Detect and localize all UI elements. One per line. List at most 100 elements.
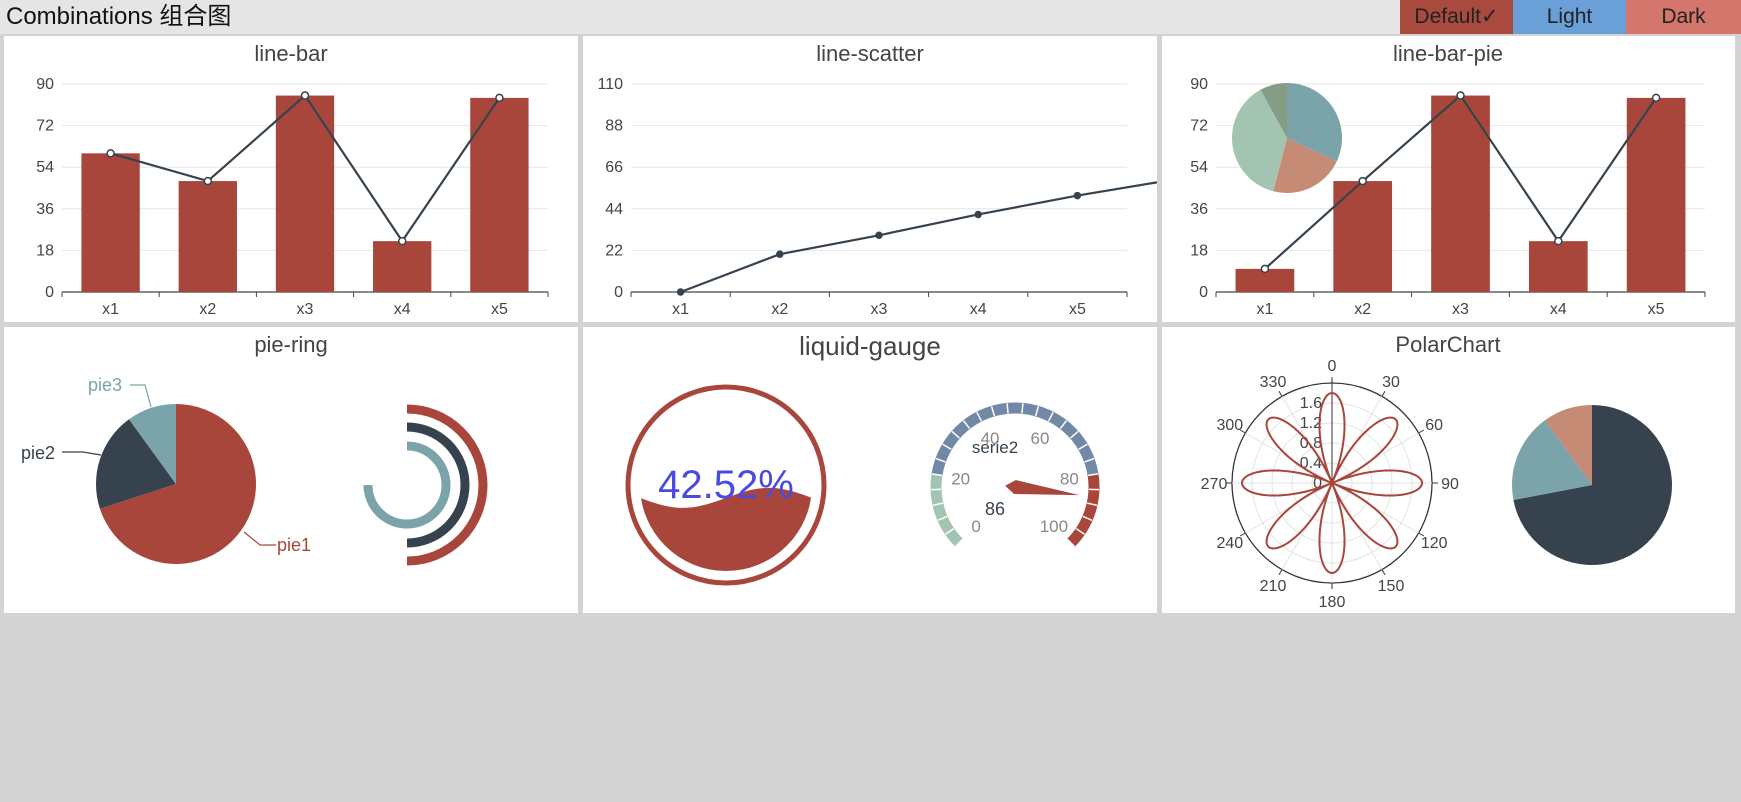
gauge-tick: [951, 430, 960, 439]
leader-line: [62, 451, 102, 456]
polar-angle-label: 0: [1328, 358, 1337, 375]
bar: [1333, 181, 1393, 292]
line-point: [1651, 93, 1661, 103]
y-tick-label: 36: [1190, 201, 1208, 218]
line-scatter-panel: line-scatter 0 22 44 66 88 110 x1 x2 x3 x4 x5: [583, 36, 1157, 322]
pie-ring-title: pie-ring: [254, 332, 327, 357]
x-tick-label: x3: [297, 301, 314, 318]
pie-ring-panel: pie-ring pie1 pie2 pie3: [4, 327, 578, 613]
y-tick-label: 90: [1190, 76, 1208, 93]
y-tick-label: 54: [36, 159, 54, 176]
gauge-tick: [1006, 403, 1009, 414]
polar-angle-label: 120: [1421, 535, 1448, 552]
ring-arc: [406, 422, 470, 548]
polar-angle-label: 210: [1260, 578, 1287, 595]
x-tick-label: x3: [871, 301, 888, 318]
y-tick-label: 72: [1190, 118, 1208, 135]
slice-label-pie2: pie2: [21, 443, 55, 463]
y-tick-label: 66: [605, 159, 623, 176]
gauge-tick: [1047, 411, 1054, 422]
bar: [178, 181, 237, 292]
liquid-gauge-panel: liquid-gauge 42.52% 0 20 40 60 80 100 serie2 86: [583, 327, 1157, 613]
x-tick-label: x3: [1452, 301, 1469, 318]
gauge-tick: [937, 515, 948, 522]
pie-slice: [128, 404, 176, 484]
line-bar-chart: line-bar 0 18 36 54 72 90 x1 x2 x3 x4 x5: [36, 41, 549, 318]
polar-angle-tick: [1278, 390, 1283, 397]
line-scatter-title: line-scatter: [816, 41, 924, 66]
y-tick-label: 18: [1190, 242, 1208, 259]
polar-angle-label: 300: [1216, 417, 1243, 434]
gauge-tick: [1082, 515, 1093, 522]
y-tick-label: 72: [36, 118, 54, 135]
line-point: [1554, 236, 1563, 246]
y-tick-label: 54: [1190, 159, 1208, 176]
bar: [1528, 241, 1588, 292]
polar-angle-label: 60: [1425, 417, 1443, 434]
ring-arc: [363, 441, 451, 529]
line-point: [875, 231, 883, 240]
gauge-tick: [990, 406, 996, 417]
line-point: [495, 93, 504, 103]
line-bar-pie-title: line-bar-pie: [1393, 41, 1503, 66]
line-point: [974, 210, 982, 219]
liquid-value-text: 42.52%: [658, 463, 794, 507]
polar-radius-label: 1.2: [1300, 415, 1322, 432]
x-tick-label: x4: [1550, 301, 1567, 318]
pie-slice: [1273, 138, 1337, 193]
gauge-tick: [955, 538, 964, 547]
gauge-pointer: [1005, 480, 1080, 496]
bar: [373, 241, 432, 292]
polar-angle-tick: [1239, 429, 1246, 434]
polar-panel: PolarChart 0 30 60 90 120 150 180 210 240 270 300 3…: [1162, 327, 1735, 613]
bar: [275, 95, 335, 292]
gauge-tick: [976, 411, 983, 422]
line-point: [1358, 176, 1367, 186]
line-scatter-chart: line-scatter 0 22 44 66 88 110 x1 x2 x3 x4 x5: [597, 41, 1157, 318]
pie-slice: [1513, 405, 1672, 565]
theme-default-button[interactable]: Default✓: [1400, 0, 1513, 34]
x-tick-label: x4: [970, 301, 987, 318]
polar-radius-label: 1.6: [1300, 395, 1322, 412]
gauge-tick: [935, 457, 946, 463]
line-bar-pie-panel: line-bar-pie 0 18 36 54 72 90 x1 x2 x3 x4 x5: [1162, 36, 1735, 322]
y-tick-label: 36: [36, 201, 54, 218]
polar-angle-tick: [1278, 569, 1283, 576]
x-tick-label: x2: [199, 301, 216, 318]
bar: [81, 153, 140, 292]
gauge-tick: [1066, 538, 1075, 547]
gauge-tick: [1087, 502, 1098, 507]
bar: [470, 97, 529, 292]
line-bar-pie-chart: line-bar-pie 0 18 36 54 72 90 x1 x2 x3 x4 x5: [1190, 41, 1706, 318]
gauge-tick: [1084, 457, 1095, 463]
theme-dark-button[interactable]: Dark: [1626, 0, 1741, 34]
polar-angle-tick: [1381, 390, 1386, 397]
ring-arc: [406, 404, 488, 566]
x-tick-label: x5: [491, 301, 508, 318]
bar: [1431, 95, 1490, 292]
liquid-gauge-chart: liquid-gauge 42.52% 0 20 40 60 80 100 serie2 86: [625, 331, 1100, 586]
polar-angle-label: 180: [1319, 594, 1346, 611]
gauge-tick-label: 20: [951, 469, 970, 488]
x-tick-label: x1: [672, 301, 689, 318]
gauge-value-text: 86: [985, 499, 1005, 519]
slice-label-pie1: pie1: [277, 535, 311, 555]
y-tick-label: 90: [36, 76, 54, 93]
app-title: Combinations 组合图: [6, 3, 232, 30]
x-tick-label: x1: [1256, 301, 1273, 318]
line-bar-title: line-bar: [254, 41, 327, 66]
liquid-outer-ring: [625, 384, 827, 586]
line-point: [203, 176, 213, 186]
pie-slice: [1287, 83, 1342, 162]
leader-line: [243, 531, 276, 546]
theme-light-button[interactable]: Light: [1513, 0, 1626, 34]
y-tick-label: 0: [614, 284, 623, 301]
gauge-tick-label: 100: [1040, 517, 1068, 536]
gauge-tick: [1075, 527, 1085, 535]
pie-slice: [1260, 83, 1287, 138]
pie-ring-chart: pie-ring pie1 pie2 pie3: [21, 332, 488, 566]
polar-title: PolarChart: [1395, 332, 1500, 357]
gauge-band: [931, 402, 1099, 476]
pie-slice: [1544, 405, 1592, 485]
polar-angle-label: 30: [1382, 374, 1400, 391]
